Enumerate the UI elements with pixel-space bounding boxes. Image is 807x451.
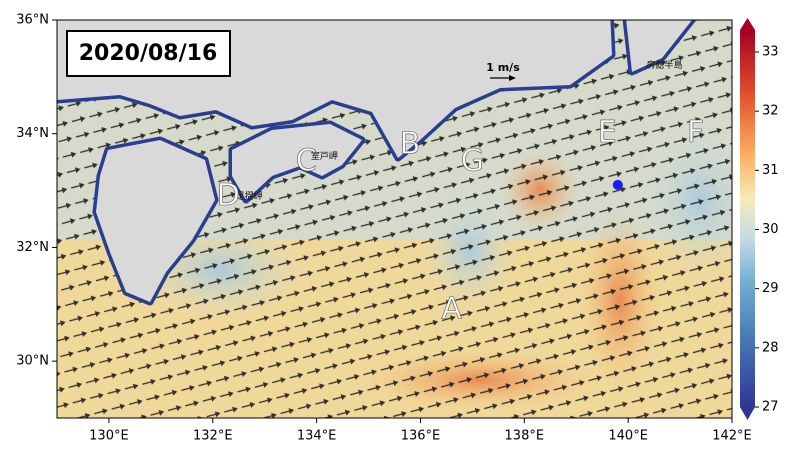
colorbar-tick-label: 29: [762, 281, 779, 296]
place-label: 室戸岬: [311, 150, 338, 162]
colorbar-tick-label: 31: [762, 163, 779, 178]
colorbar-tick-label: 33: [762, 45, 779, 60]
colorbar-tick-label: 32: [762, 104, 779, 119]
colorbar: [740, 30, 755, 407]
date-box: [66, 30, 231, 77]
region-label: E: [598, 115, 617, 150]
colorbar-tick-label: 27: [762, 400, 779, 415]
scale-arrow-head: [509, 75, 516, 81]
x-tick-label: 142°E: [712, 429, 752, 444]
place-label: 房総半島: [646, 59, 682, 71]
date-label: 2020/08/16: [79, 41, 218, 66]
plot-frame: [56, 19, 733, 419]
x-tick-label: 130°E: [89, 429, 129, 444]
scale-label: 1 m/s: [486, 61, 520, 74]
x-tick-label: 136°E: [401, 429, 441, 444]
x-tick-label: 138°E: [505, 429, 545, 444]
y-tick-label: 30°N: [16, 354, 49, 369]
y-tick-label: 36°N: [16, 13, 49, 28]
x-tick-label: 132°E: [193, 429, 233, 444]
region-label: B: [400, 127, 421, 162]
colorbar-tick-label: 28: [762, 340, 779, 355]
station-marker: [612, 179, 623, 190]
region-label: A: [441, 291, 462, 326]
map-field: [57, 20, 732, 418]
region-label: F: [687, 115, 704, 150]
y-tick-label: 32°N: [16, 240, 49, 255]
x-tick-label: 140°E: [608, 429, 648, 444]
y-tick-label: 34°N: [16, 126, 49, 141]
region-label: C: [296, 144, 317, 179]
colorbar-tick-label: 30: [762, 222, 779, 237]
region-label: D: [217, 178, 240, 213]
place-label: 足摺岬: [236, 190, 263, 202]
colorbar-extend: [740, 407, 755, 420]
x-tick-label: 134°E: [297, 429, 337, 444]
region-label: G: [461, 144, 484, 179]
colorbar-extend: [740, 18, 755, 30]
